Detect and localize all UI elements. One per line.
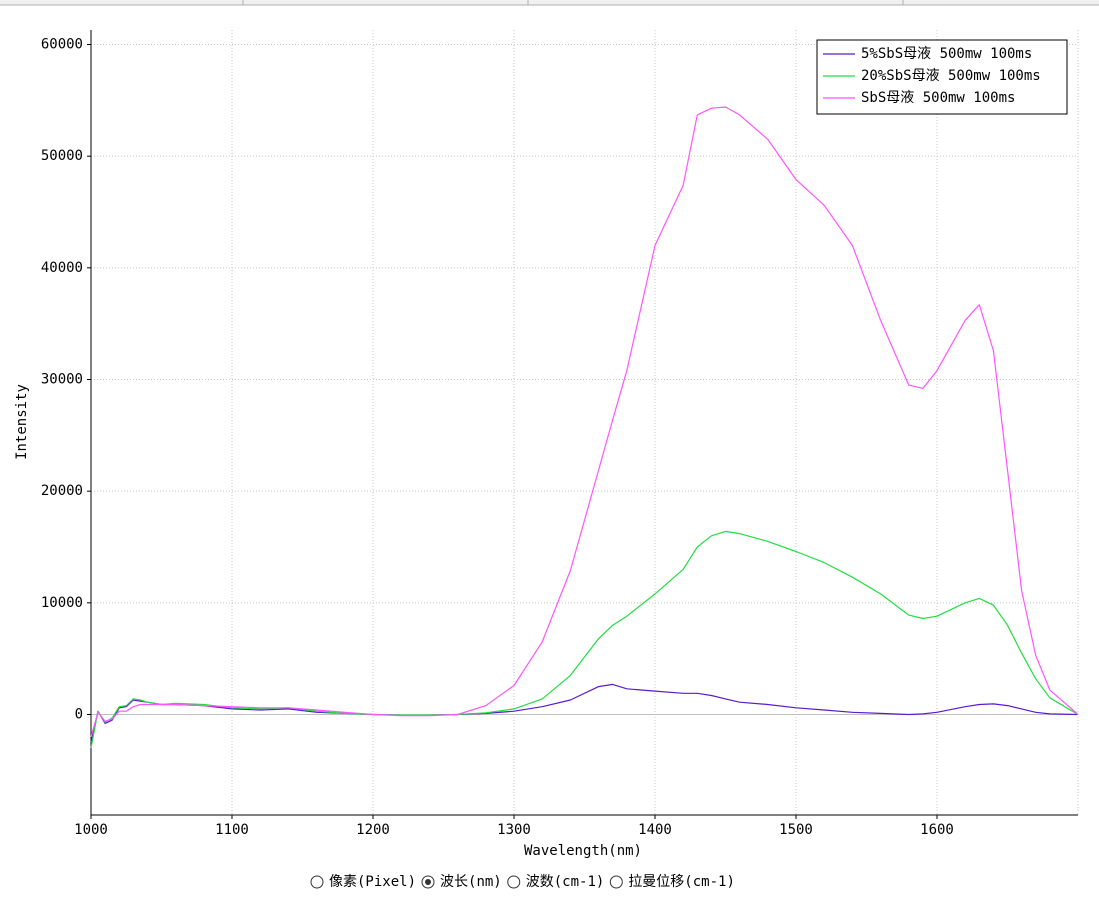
- x-axis-label: Wavelength(nm): [524, 843, 642, 859]
- legend-label: SbS母液 500mw 100ms: [861, 90, 1015, 106]
- legend-box: [816, 39, 1068, 115]
- y-tick-label: 20000: [41, 483, 83, 499]
- y-tick-label: 0: [75, 707, 83, 723]
- series-line: [90, 530, 1079, 749]
- x-tick-label: 1400: [638, 822, 672, 838]
- radio-label[interactable]: 像素(Pixel): [329, 874, 416, 890]
- radio-button[interactable]: [310, 875, 324, 889]
- series-line: [90, 106, 1079, 737]
- tab-strip: [0, 0, 1099, 5]
- y-tick-label: 60000: [41, 37, 83, 53]
- x-tick-label: 1600: [920, 822, 954, 838]
- radio-label[interactable]: 拉曼位移(cm-1): [628, 874, 735, 890]
- y-tick-label: 40000: [41, 260, 83, 276]
- y-tick-label: 50000: [41, 148, 83, 164]
- x-tick-label: 1200: [356, 822, 390, 838]
- x-tick-label: 1000: [74, 822, 108, 838]
- radio-button[interactable]: [507, 875, 521, 889]
- radio-label[interactable]: 波数(cm-1): [526, 874, 605, 890]
- x-tick-label: 1100: [215, 822, 249, 838]
- radio-dot[interactable]: [425, 879, 432, 885]
- view-options: 像素(Pixel) 波长(nm) 波数(cm-1) 拉曼位移(cm-1): [310, 874, 735, 890]
- radio-button[interactable]: [609, 875, 623, 889]
- legend-label: 20%SbS母液 500mw 100ms: [861, 68, 1041, 84]
- y-axis-label: Intensity: [14, 384, 30, 460]
- radio-label[interactable]: 波长(nm): [440, 874, 502, 890]
- x-tick-label: 1300: [497, 822, 531, 838]
- legend-label: 5%SbS母液 500mw 100ms: [861, 46, 1032, 62]
- y-tick-label: 30000: [41, 372, 83, 388]
- y-tick-label: 10000: [41, 595, 83, 611]
- series-line: [90, 683, 1079, 743]
- plot: 0 10000 20000 30000 40000 50000 60000 1000 1100 1…: [41, 30, 1079, 838]
- x-tick-label: 1500: [779, 822, 813, 838]
